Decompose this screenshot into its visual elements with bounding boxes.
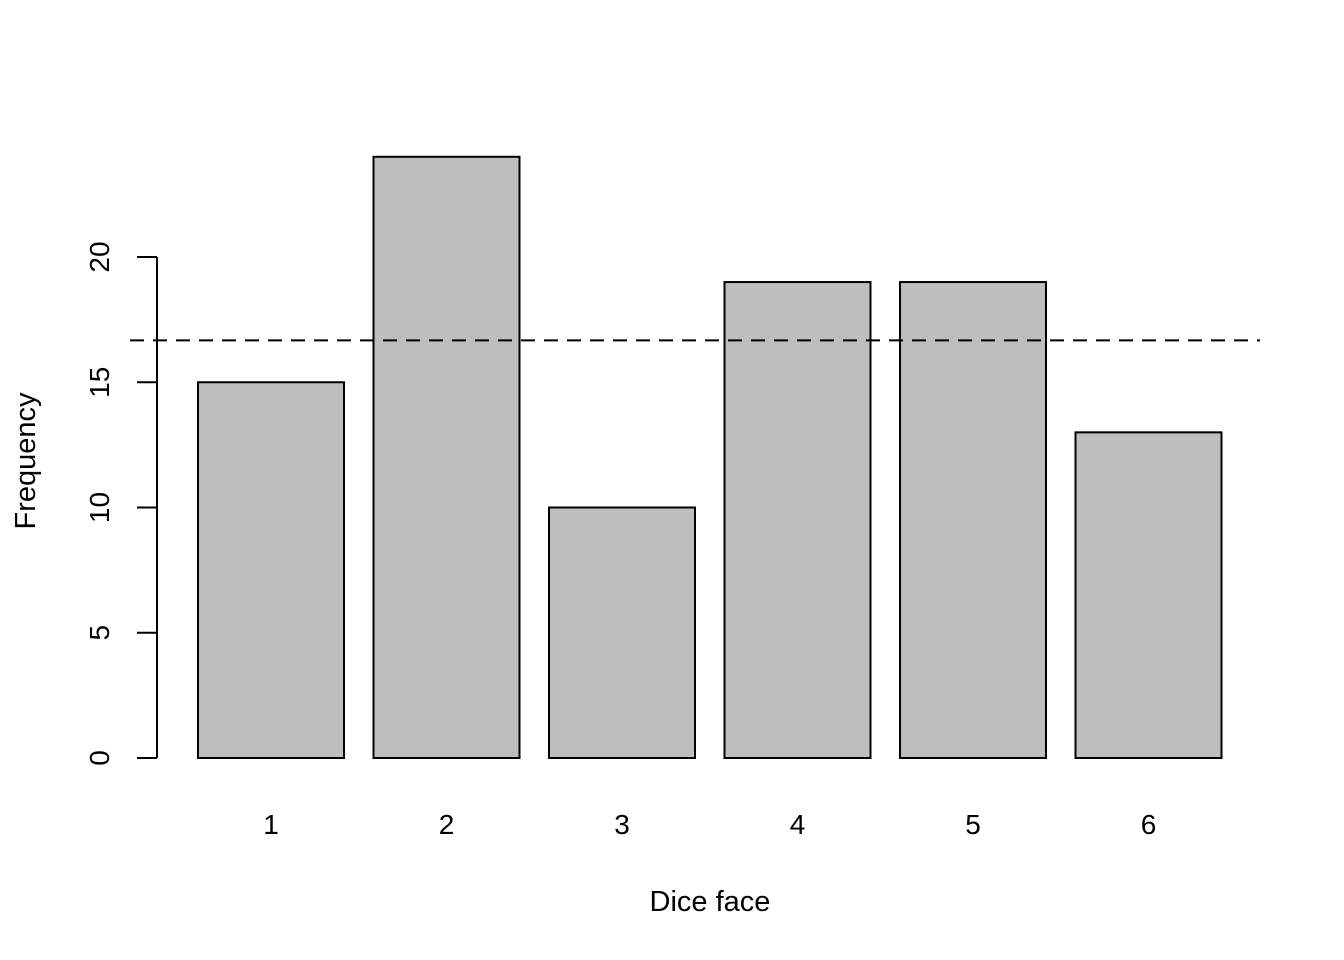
bar-1 <box>197 381 345 759</box>
bar-4 <box>723 281 872 759</box>
x-axis-title: Dice face <box>650 886 771 918</box>
bar-3 <box>548 506 696 759</box>
x-tick-label: 1 <box>263 809 279 840</box>
bars-group <box>197 155 1223 760</box>
y-tick-label: 15 <box>84 367 115 398</box>
bar-6 <box>1074 431 1223 759</box>
x-tick-label: 6 <box>1141 809 1157 840</box>
bar-2 <box>372 155 521 760</box>
x-axis: 1 2 3 4 5 6 <box>263 809 1156 840</box>
bar-5 <box>899 281 1047 759</box>
y-tick-label: 5 <box>84 625 115 641</box>
y-tick-label: 20 <box>84 241 115 272</box>
x-tick-label: 4 <box>790 809 806 840</box>
y-axis: 0 5 10 15 20 <box>84 241 158 766</box>
x-tick-label: 5 <box>965 809 981 840</box>
y-axis-title: Frequency <box>10 392 42 530</box>
y-tick-label: 10 <box>84 492 115 523</box>
x-tick-label: 3 <box>614 809 630 840</box>
x-tick-label: 2 <box>439 809 455 840</box>
y-tick-label: 0 <box>84 750 115 766</box>
